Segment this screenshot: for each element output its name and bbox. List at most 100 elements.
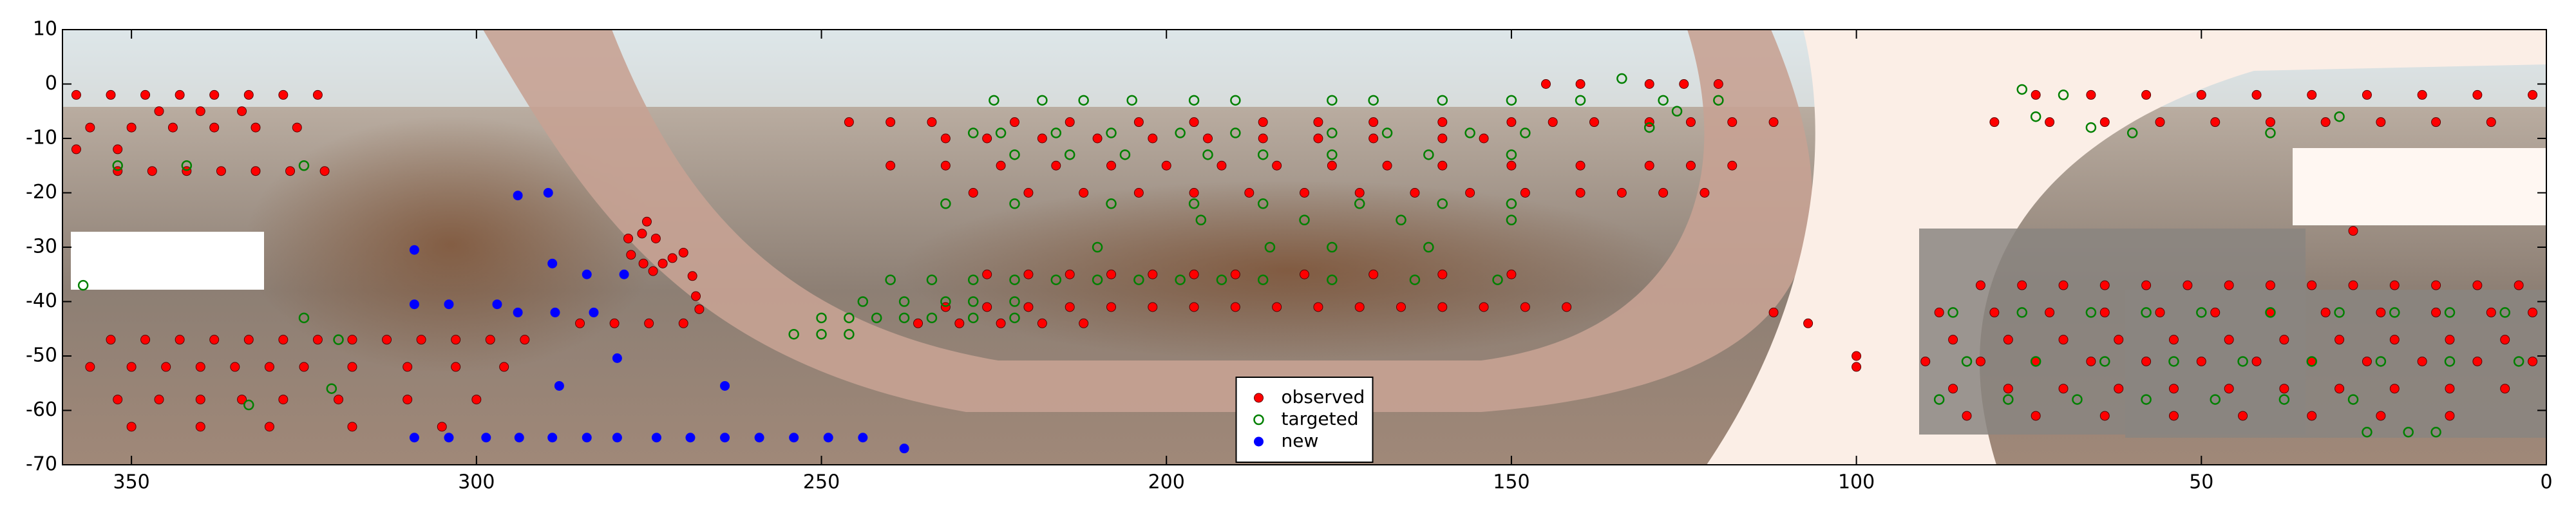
point [1575,79,1586,89]
point [1354,302,1365,312]
point [858,433,868,443]
point [326,383,337,394]
point [2445,384,2455,394]
point [2279,335,2289,345]
point [2431,280,2441,290]
point [1258,133,1268,144]
point [1368,269,1379,279]
point [2210,394,2221,405]
point [691,291,701,301]
point [147,166,157,176]
point [106,335,116,345]
point [1562,302,1572,312]
point [2444,307,2456,318]
point [2306,356,2317,367]
point [898,296,910,307]
point [209,122,220,133]
point [1258,117,1268,127]
point [1195,214,1207,225]
point [1975,356,1985,366]
point [1644,160,1654,171]
point [2058,89,2069,100]
point [1050,127,1062,138]
point [2155,307,2165,317]
point [1354,198,1365,209]
point [1616,73,1627,84]
point [2320,307,2331,317]
point [175,335,185,345]
point [1175,127,1186,138]
point [637,229,647,239]
point [513,307,523,317]
point [1368,133,1379,144]
point [106,89,116,100]
point [2528,307,2538,317]
point [1643,122,1655,133]
point [195,362,205,372]
point [1479,133,1489,144]
point [402,395,413,405]
point [2265,307,2276,318]
point [251,166,261,176]
point [1327,241,1338,253]
point [1727,160,1738,171]
point [1264,241,1276,253]
point [2445,335,2455,345]
point [816,312,827,324]
point [2362,427,2372,438]
point [2472,89,2483,100]
point [2155,117,2165,127]
point [1037,133,1047,144]
point [1713,95,1724,106]
point [1148,133,1158,144]
point [2237,356,2248,367]
point [982,269,992,279]
point [2196,89,2206,100]
y-tick-label: -10 [26,127,57,149]
point [1700,188,1710,198]
point [1727,117,1738,127]
point [550,307,560,317]
point [1685,160,1696,171]
point [2403,427,2414,438]
point [871,312,882,324]
point [2417,89,2427,100]
point [1106,198,1117,209]
point [844,117,854,127]
point [2500,335,2510,345]
point [2265,117,2275,127]
point [1133,274,1144,285]
point [2003,335,2013,345]
point [2168,411,2179,421]
point [1175,274,1186,285]
point [844,312,855,324]
point [1685,117,1696,127]
point [319,166,330,176]
point [1961,356,1973,367]
point [2016,307,2027,318]
point [1023,188,1034,198]
point [1423,149,1434,160]
point [2099,307,2110,317]
point [1092,274,1103,285]
point [1051,160,1061,171]
point [1106,127,1117,138]
point [161,362,171,372]
point [1713,79,1723,89]
point [982,133,992,144]
point [1257,274,1269,285]
point [140,89,151,100]
point [2168,384,2179,394]
point [1327,149,1338,160]
point [2500,384,2510,394]
point [298,160,310,171]
point [1106,160,1117,171]
point [644,318,654,328]
point [1679,79,1689,89]
x-tick-label: 0 [2540,471,2552,494]
point [312,335,323,345]
x-tick-label: 350 [113,471,150,494]
point [2238,411,2248,421]
point [298,312,310,324]
point [71,89,81,100]
